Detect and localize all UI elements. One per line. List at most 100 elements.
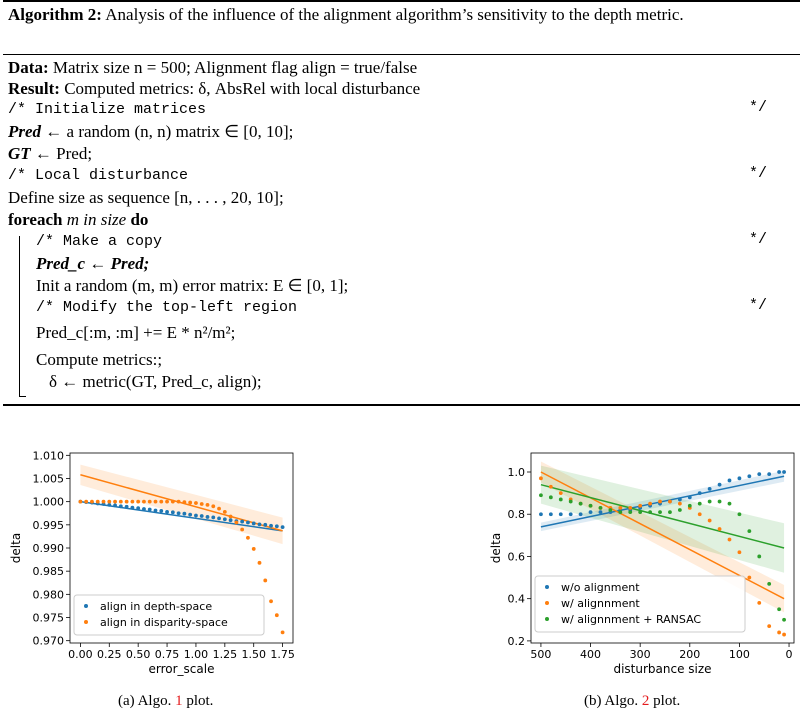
x-axis-label: disturbance size	[613, 662, 711, 676]
y-tick-label: 0.975	[33, 612, 65, 625]
loop-bar	[19, 236, 20, 396]
data-point	[737, 512, 742, 517]
comment-copy: /* Make a copy	[36, 233, 163, 250]
compute-line: Compute metrics:;	[36, 350, 163, 369]
data-point	[757, 600, 762, 605]
data-point	[548, 512, 553, 517]
caption-a-prefix: (a) Algo.	[118, 693, 172, 709]
data-point	[211, 504, 216, 509]
data-point	[78, 499, 83, 504]
confidence-band	[540, 465, 785, 573]
y-axis-label: delta	[9, 533, 23, 563]
data-point	[251, 547, 256, 551]
data-point	[234, 520, 239, 525]
algorithm-title-text: Analysis of the influence of the alignme…	[105, 5, 684, 24]
legend-marker	[545, 585, 549, 589]
data-point	[182, 500, 187, 505]
y-tick-label: 0.990	[33, 542, 65, 555]
caption-b-number[interactable]: 2	[641, 693, 650, 709]
data-point	[118, 504, 123, 509]
data-point	[228, 514, 233, 519]
y-tick-label: 1.0	[508, 466, 526, 479]
result-line: Result: Computed metrics: δ, AbsRel with…	[8, 78, 420, 100]
data-point	[782, 470, 786, 474]
data-point	[539, 476, 543, 481]
data-point	[677, 501, 682, 506]
caption-a-suffix: plot.	[186, 693, 214, 709]
data-point	[648, 501, 652, 506]
data-point	[251, 521, 256, 526]
define-line: Define size as sequence [n, . . . , 20, …	[8, 188, 284, 207]
fit-line	[540, 483, 785, 549]
legend-label: w/ alignnment	[561, 597, 640, 610]
data-point	[767, 581, 772, 586]
data-point	[717, 482, 722, 487]
data-point	[687, 495, 692, 500]
data-point	[130, 505, 135, 510]
bottom-rule	[3, 404, 800, 406]
result-text: Computed metrics: δ, AbsRel with local d…	[64, 79, 421, 98]
caption-a-number[interactable]: 1	[175, 693, 183, 709]
data-point	[697, 491, 702, 496]
data-point	[274, 524, 279, 529]
data-point	[274, 613, 279, 618]
chart-b: 500 400 300 200 100 0 0.2 0.4 0.6 0.8 1.0 disturban…	[489, 452, 795, 676]
chart-a: 0.00 0.25 0.50 0.75 1.00 1.25 1.50 1.75 0.970 0.9…	[9, 449, 295, 676]
pred-line: Pred ← a random (n, n) matrix ∈ [0, 10];	[8, 121, 293, 143]
data-point	[280, 630, 285, 635]
y-tick-label: 0.8	[508, 508, 526, 521]
data-point	[170, 510, 175, 515]
data-point	[777, 470, 782, 474]
data-point	[737, 476, 742, 481]
foreach-expr: m in size	[66, 210, 127, 229]
y-tick-label: 0.4	[508, 593, 526, 606]
delta-line: δ ← metric(GT, Pred_c, align);	[49, 372, 262, 391]
data-point	[727, 537, 732, 542]
x-tick-label: 1.00	[184, 648, 209, 661]
data-text: Matrix size n = 500; Alignment flag alig…	[52, 58, 418, 77]
data-point	[170, 499, 175, 504]
data-point	[782, 617, 786, 622]
comment-end-3: */	[748, 231, 767, 248]
data-point	[194, 501, 198, 505]
caption-b: (b) Algo. 2 plot.	[584, 693, 680, 710]
algorithm-label: Algorithm 2:	[8, 5, 102, 24]
data-point	[777, 607, 782, 612]
data-point	[118, 499, 123, 504]
data-point	[638, 510, 643, 515]
data-point	[598, 510, 603, 515]
data-point	[668, 510, 672, 515]
fit-line	[540, 475, 785, 528]
data-point	[263, 522, 268, 527]
data-point	[84, 499, 89, 504]
data-point	[130, 499, 135, 504]
data-point	[217, 506, 221, 511]
pred-symbol: Pred	[8, 122, 42, 141]
data-point	[668, 499, 672, 504]
data-line: Data: Matrix size n = 500; Alignment fla…	[8, 57, 417, 79]
legend-marker	[84, 620, 88, 624]
data-point	[194, 513, 198, 518]
data-point	[211, 515, 216, 520]
data-point	[707, 499, 712, 504]
data-point	[697, 501, 702, 506]
data-point	[153, 508, 158, 513]
data-point	[539, 512, 543, 517]
data-label: Data:	[8, 58, 49, 77]
data-point	[578, 512, 583, 517]
data-point	[217, 516, 221, 521]
y-tick-label: 0.2	[508, 635, 526, 648]
data-point	[727, 501, 732, 506]
data-point	[263, 578, 268, 583]
comment-end-4: */	[748, 297, 767, 314]
data-point	[697, 512, 702, 517]
data-point	[707, 486, 712, 491]
data-point	[747, 529, 752, 534]
data-point	[188, 512, 193, 517]
x-tick-label: 400	[580, 648, 601, 661]
loop-bar-foot	[19, 396, 26, 397]
data-point	[707, 518, 712, 523]
y-tick-label: 0.995	[33, 519, 65, 532]
y-tick-label: 1.005	[33, 472, 65, 485]
data-point	[136, 499, 141, 504]
